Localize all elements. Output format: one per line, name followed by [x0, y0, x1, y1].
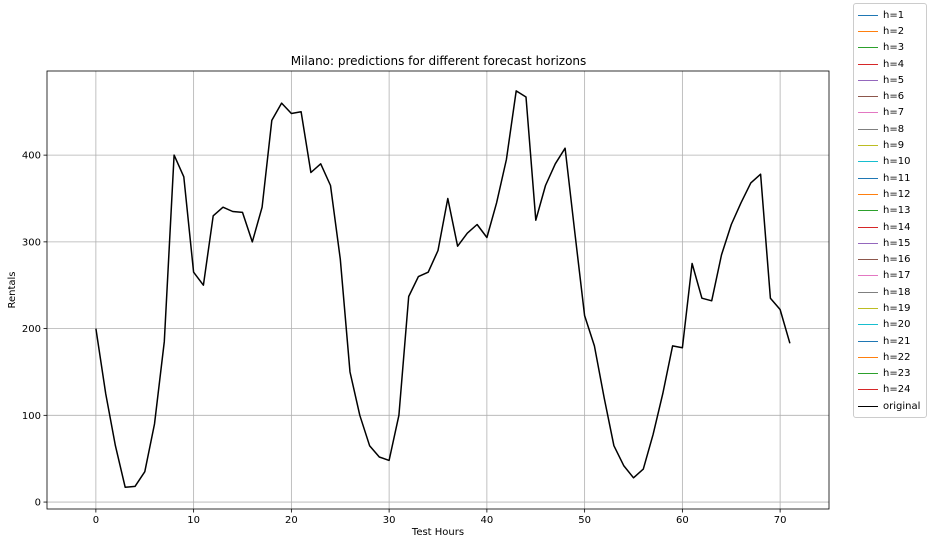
legend-swatch — [858, 63, 878, 65]
legend-swatch — [858, 340, 878, 342]
legend-label: h=3 — [883, 42, 905, 54]
legend-swatch — [858, 307, 878, 309]
chart-title: Milano: predictions for different foreca… — [291, 54, 587, 68]
legend-item: h=6 — [854, 88, 926, 104]
legend-label: h=2 — [883, 25, 905, 37]
legend-item: original — [854, 398, 926, 414]
legend-item: h=2 — [854, 23, 926, 39]
legend-label: h=4 — [883, 58, 905, 70]
legend-label: original — [883, 400, 921, 412]
legend-label: h=23 — [883, 368, 911, 380]
grid — [47, 71, 829, 509]
legend-item: h=24 — [854, 382, 926, 398]
legend-swatch — [858, 226, 878, 228]
legend-item: h=20 — [854, 317, 926, 333]
legend-swatch — [858, 30, 878, 32]
legend-label: h=20 — [883, 319, 911, 331]
legend-label: h=7 — [883, 107, 905, 119]
legend-swatch — [858, 389, 878, 391]
legend-label: h=19 — [883, 302, 911, 314]
x-tick-label: 50 — [578, 515, 591, 526]
legend-label: h=17 — [883, 270, 911, 282]
legend-swatch — [858, 112, 878, 114]
legend-label: h=11 — [883, 172, 911, 184]
legend-item: h=3 — [854, 40, 926, 56]
legend-label: h=14 — [883, 221, 911, 233]
legend-label: h=21 — [883, 335, 911, 347]
chart-legend: h=1 h=2 h=3 h=4 h=5 h=6 h=7 h=8 h=9 h=10 h=11 h=12 h… — [853, 3, 927, 419]
legend-label: h=22 — [883, 351, 911, 363]
legend-item: h=13 — [854, 203, 926, 219]
legend-item: h=7 — [854, 105, 926, 121]
legend-item: h=23 — [854, 366, 926, 382]
legend-label: h=6 — [883, 91, 905, 103]
legend-item: h=15 — [854, 235, 926, 251]
legend-label: h=13 — [883, 205, 911, 217]
legend-label: h=10 — [883, 156, 911, 168]
legend-swatch — [858, 259, 878, 261]
legend-label: h=9 — [883, 140, 905, 152]
legend-item: h=22 — [854, 349, 926, 365]
legend-swatch — [858, 14, 878, 16]
legend-label: h=16 — [883, 254, 911, 266]
x-tick-label: 40 — [481, 515, 494, 526]
legend-item: h=9 — [854, 137, 926, 153]
y-tick-label: 0 — [35, 498, 41, 509]
axis-ticks: 0 10 20 30 40 50 60 70 0 100 200 300 400 — [22, 151, 787, 526]
plot-frame — [46, 70, 830, 510]
legend-item: h=19 — [854, 300, 926, 316]
legend-label: h=8 — [883, 123, 905, 135]
legend-swatch — [858, 210, 878, 212]
legend-swatch — [858, 405, 878, 407]
y-tick-label: 400 — [22, 151, 41, 162]
y-tick-label: 100 — [22, 411, 41, 422]
y-tick-label: 300 — [22, 237, 41, 248]
legend-item: h=10 — [854, 154, 926, 170]
x-tick-label: 10 — [187, 515, 200, 526]
legend-label: h=18 — [883, 286, 911, 298]
legend-item: h=14 — [854, 219, 926, 235]
legend-swatch — [858, 356, 878, 358]
legend-swatch — [858, 177, 878, 179]
legend-label: h=15 — [883, 237, 911, 249]
legend-swatch — [858, 47, 878, 49]
x-axis-label: Test Hours — [411, 527, 464, 538]
legend-item: h=21 — [854, 333, 926, 349]
legend-item: h=12 — [854, 186, 926, 202]
series-line-original — [95, 90, 791, 489]
legend-item: h=16 — [854, 251, 926, 267]
legend-item: h=17 — [854, 268, 926, 284]
x-tick-label: 0 — [93, 515, 99, 526]
legend-label: h=5 — [883, 74, 905, 86]
legend-label: h=24 — [883, 384, 911, 396]
legend-swatch — [858, 242, 878, 244]
legend-swatch — [858, 275, 878, 277]
legend-swatch — [858, 324, 878, 326]
legend-item: h=18 — [854, 284, 926, 300]
legend-item: h=8 — [854, 121, 926, 137]
legend-item: h=5 — [854, 72, 926, 88]
legend-swatch — [858, 79, 878, 81]
legend-swatch — [858, 128, 878, 130]
y-axis-label: Rentals — [7, 271, 18, 308]
legend-swatch — [858, 193, 878, 195]
x-tick-label: 30 — [383, 515, 396, 526]
legend-swatch — [858, 161, 878, 163]
x-tick-label: 60 — [676, 515, 689, 526]
legend-item: h=1 — [854, 7, 926, 23]
legend-item: h=11 — [854, 170, 926, 186]
legend-swatch — [858, 291, 878, 293]
x-tick-label: 70 — [774, 515, 787, 526]
plot-lines — [95, 90, 791, 489]
legend-item: h=4 — [854, 56, 926, 72]
legend-swatch — [858, 145, 878, 147]
legend-swatch — [858, 373, 878, 375]
legend-label: h=12 — [883, 188, 911, 200]
x-tick-label: 20 — [285, 515, 298, 526]
legend-label: h=1 — [883, 9, 905, 21]
y-tick-label: 200 — [22, 324, 41, 335]
legend-swatch — [858, 96, 878, 98]
